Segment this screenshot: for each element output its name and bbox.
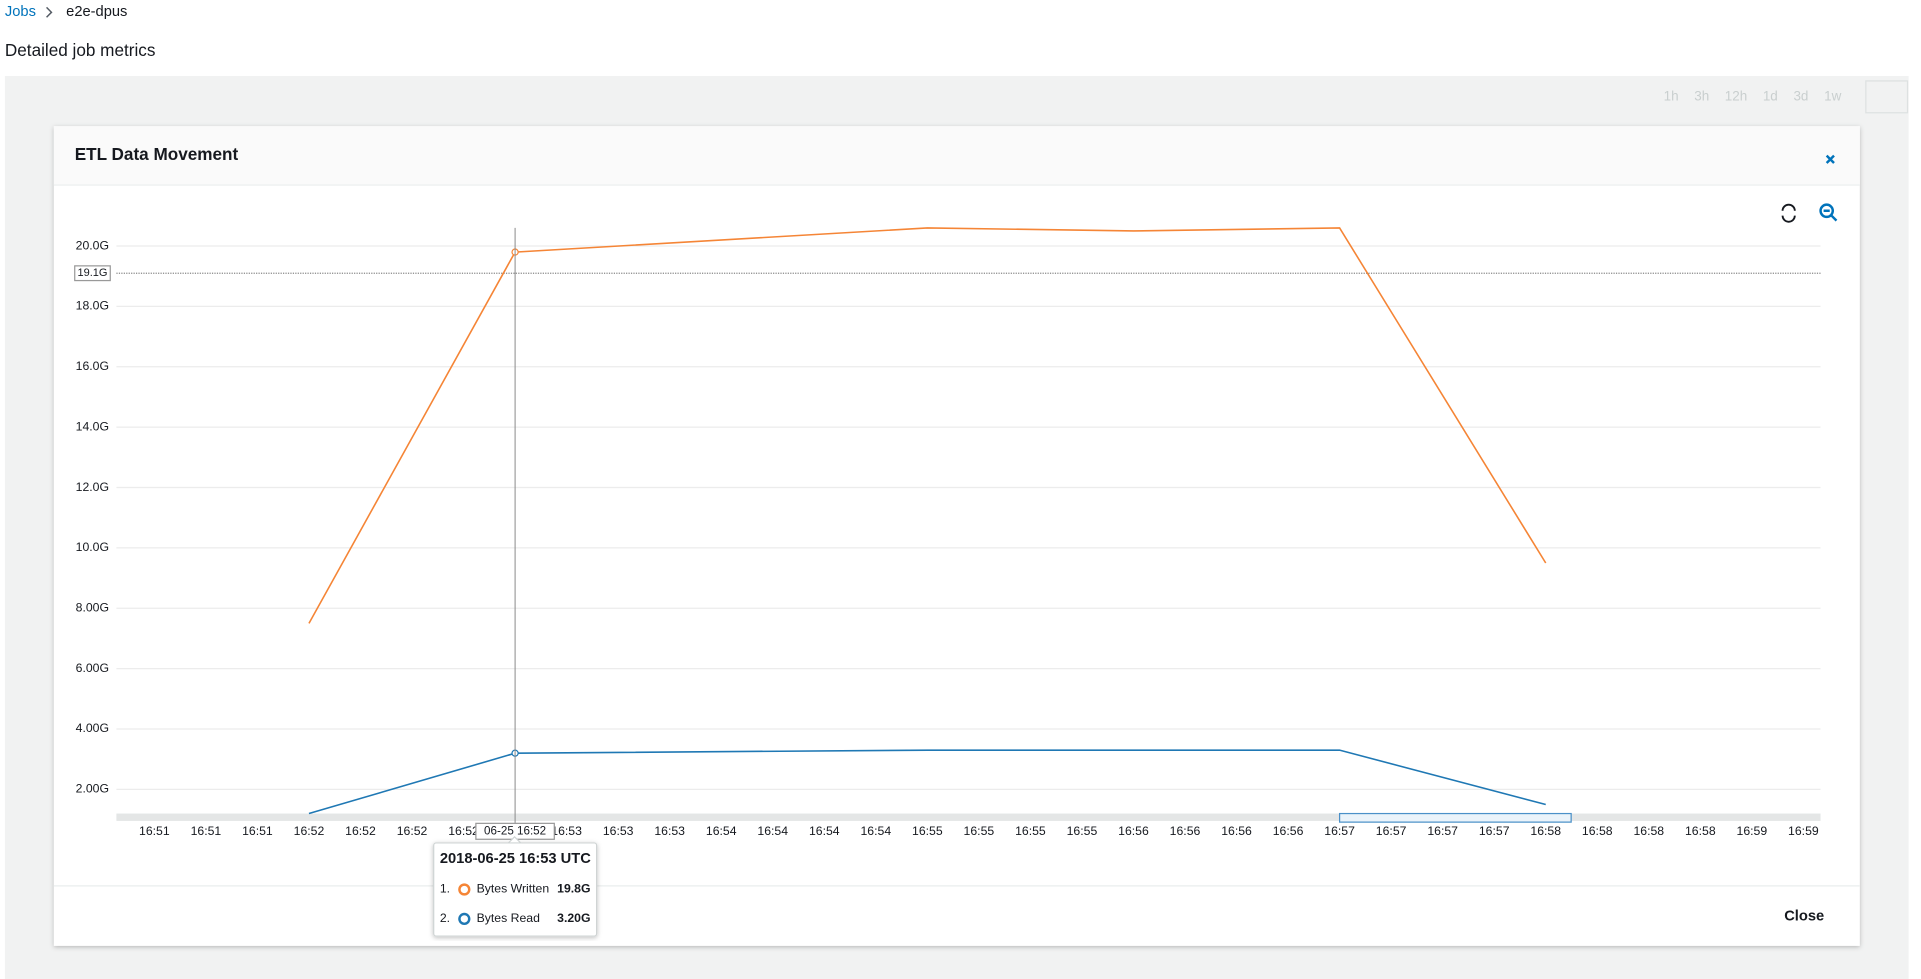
x-tick-label: 16:55 xyxy=(912,824,943,838)
x-tick-label: 16:53 xyxy=(654,824,685,838)
x-tick-label: 16:54 xyxy=(809,824,840,838)
x-tick-label: 16:56 xyxy=(1170,824,1201,838)
modal-title: ETL Data Movement xyxy=(75,144,239,164)
x-tick-label: 16:55 xyxy=(964,824,995,838)
x-tick-label: 16:55 xyxy=(1067,824,1098,838)
series-line xyxy=(308,749,1546,815)
tooltip-row-number: 2. xyxy=(440,911,450,925)
x-tick-label: 16:52 xyxy=(294,824,325,838)
time-range-button[interactable]: 3d xyxy=(1793,88,1808,103)
y-tick-label: 12.0G xyxy=(76,480,109,494)
x-tick-label: 16:59 xyxy=(1788,824,1819,838)
x-tick-label: 16:58 xyxy=(1530,824,1561,838)
y-tick-label: 6.00G xyxy=(76,661,109,675)
x-tick-label: 16:52 xyxy=(448,824,479,838)
modal-close-button[interactable]: Close xyxy=(1784,908,1824,924)
y-tick-label: 2.00G xyxy=(76,782,109,796)
zoom-out-icon[interactable] xyxy=(1819,203,1838,222)
x-tick-label: 16:53 xyxy=(551,824,582,838)
modal-panel xyxy=(53,126,1860,946)
y-tick-label: 20.0G xyxy=(76,238,109,252)
y-tick-label: 14.0G xyxy=(76,419,109,433)
x-tick-label: 16:55 xyxy=(1015,824,1046,838)
tooltip-swatch xyxy=(458,883,471,896)
time-range-button[interactable]: 1h xyxy=(1664,88,1679,103)
time-range-button[interactable]: 3h xyxy=(1694,88,1709,103)
tooltip-series-name: Bytes Written xyxy=(477,882,550,896)
tooltip-value: 19.8G xyxy=(557,882,590,896)
x-tick-label: 16:57 xyxy=(1479,824,1510,838)
y-tick-label: 8.00G xyxy=(76,601,109,615)
x-tick-label: 16:51 xyxy=(242,824,273,838)
x-tick-label: 16:52 xyxy=(345,824,376,838)
breadcrumb-current: e2e-dpus xyxy=(66,4,127,20)
x-tick-label: 16:52 xyxy=(397,824,428,838)
modal-header xyxy=(53,126,1860,186)
refresh-arc xyxy=(1781,203,1796,211)
x-tick-label: 16:59 xyxy=(1737,824,1768,838)
time-range-button[interactable]: 1w xyxy=(1824,88,1841,103)
scroll-gutter xyxy=(1908,76,1921,979)
page-title: Detailed job metrics xyxy=(5,40,156,60)
tooltip-row-number: 1. xyxy=(440,882,450,896)
x-tick-label: 16:51 xyxy=(139,824,170,838)
x-tick-label: 16:58 xyxy=(1633,824,1664,838)
tooltip-title: 2018-06-25 16:53 UTC xyxy=(440,851,591,867)
modal-close-icon[interactable] xyxy=(1825,154,1835,164)
x-tick-label: 16:56 xyxy=(1273,824,1304,838)
breadcrumb-link[interactable]: Jobs xyxy=(5,4,36,20)
x-tick-label: 16:54 xyxy=(860,824,891,838)
tooltip: 2018-06-25 16:53 UTC 1. Bytes Written 19.8… xyxy=(433,835,598,937)
modal: ETL Data Movement 2.00G 4.00G 6.00G 8.00G 10… xyxy=(53,126,1860,946)
refresh-icon[interactable] xyxy=(1781,203,1796,223)
chart: 2.00G 4.00G 6.00G 8.00G 10.0G 12.0G 14.0G 16.0G… xyxy=(74,227,1821,840)
x-tick-label: 16:56 xyxy=(1118,824,1149,838)
refresh-arc xyxy=(1781,215,1796,223)
x-tick-label: 16:57 xyxy=(1376,824,1407,838)
x-tick-label: 16:58 xyxy=(1685,824,1716,838)
crosshair-y-label: 19.1G xyxy=(77,267,107,279)
time-range-button[interactable]: 12h xyxy=(1725,88,1747,103)
navigator-selection xyxy=(1338,812,1572,823)
x-tick-label: 16:57 xyxy=(1427,824,1458,838)
time-range-button[interactable]: 1d xyxy=(1763,88,1778,103)
zoom-lens xyxy=(1819,203,1835,219)
y-tick-label: 16.0G xyxy=(76,359,109,373)
y-tick-label: 18.0G xyxy=(76,299,109,313)
tooltip-pointer xyxy=(506,835,523,844)
tooltip-series-name: Bytes Read xyxy=(477,911,541,925)
refresh-button[interactable] xyxy=(1865,80,1909,114)
tooltip-swatch xyxy=(458,912,471,926)
x-tick-label: 16:56 xyxy=(1221,824,1252,838)
y-tick-label: 4.00G xyxy=(76,721,109,735)
zoom-handle xyxy=(1823,209,1838,222)
x-tick-label: 16:57 xyxy=(1324,824,1355,838)
crosshair-y-label-box xyxy=(74,265,111,282)
tooltip-value: 3.20G xyxy=(557,911,590,925)
x-tick-label: 16:58 xyxy=(1582,824,1613,838)
y-tick-label: 10.0G xyxy=(76,540,109,554)
navigator-track xyxy=(116,813,1821,821)
breadcrumb-separator xyxy=(46,6,53,18)
time-range-group: 1h 3h 12h 1d 3d 1w xyxy=(1664,88,1842,103)
x-tick-label: 16:54 xyxy=(757,824,788,838)
series-line xyxy=(308,227,1547,624)
x-tick-label: 16:53 xyxy=(603,824,634,838)
crosshair-x-label: 06-25 16:52 xyxy=(484,824,546,837)
x-tick-label: 16:54 xyxy=(706,824,737,838)
x-tick-label: 16:51 xyxy=(191,824,222,838)
